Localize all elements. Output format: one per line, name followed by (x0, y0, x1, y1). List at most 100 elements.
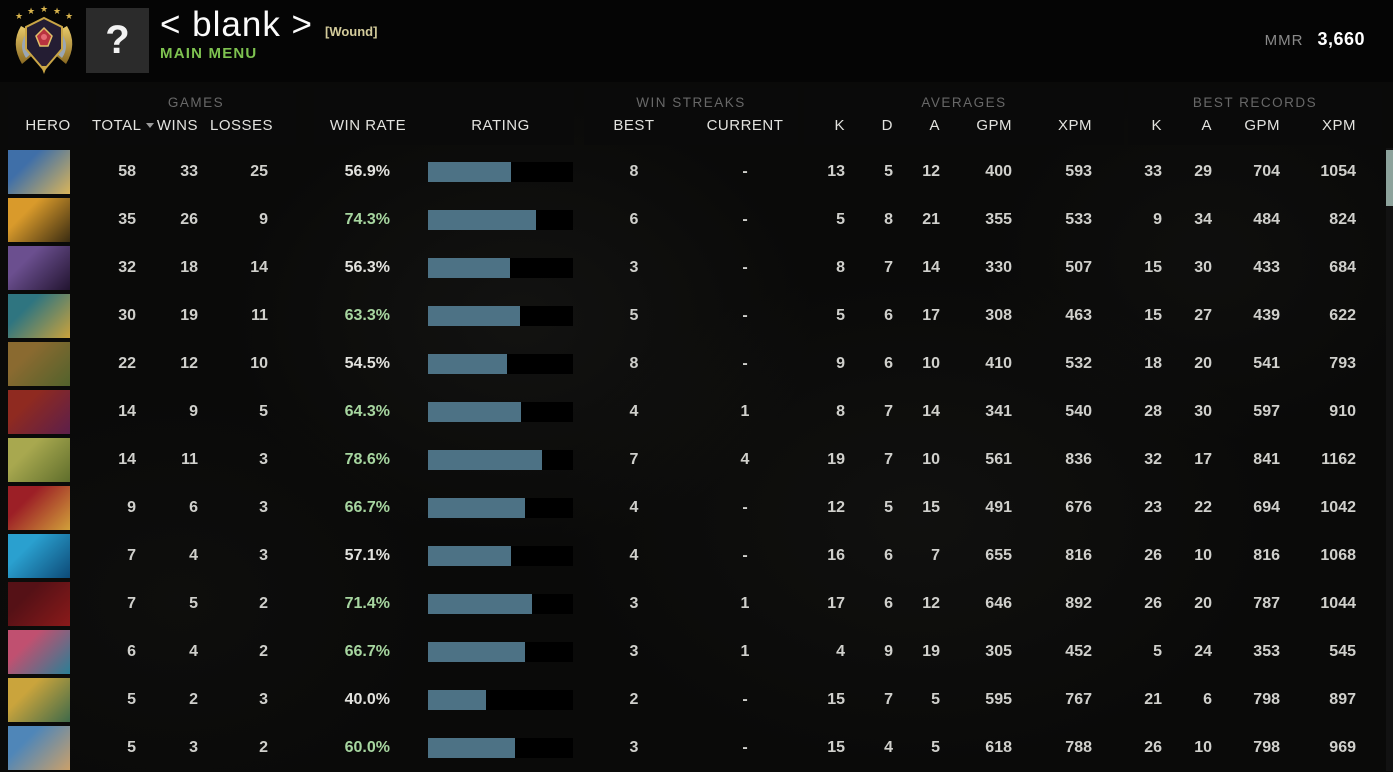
losses-value: 10 (210, 340, 268, 388)
group-label-games: GAMES (96, 95, 296, 110)
hero-portrait[interactable] (8, 438, 70, 482)
hero-portrait[interactable] (8, 390, 70, 434)
scrollbar-thumb[interactable] (1386, 150, 1393, 206)
column-header-avg-gpm[interactable]: GPM (950, 117, 1012, 135)
best-xpm-value: 622 (1286, 292, 1356, 340)
avg-assists-value: 10 (898, 340, 940, 388)
win-rate-value: 66.7% (298, 484, 390, 532)
avg-kills-value: 15 (799, 724, 845, 772)
avg-kills-value: 4 (799, 628, 845, 676)
rating-bar-fill (428, 210, 536, 230)
best-kills-value: 26 (1116, 724, 1162, 772)
rating-bar-fill (428, 546, 511, 566)
rating-bar-fill (428, 498, 525, 518)
rating-bar (428, 498, 573, 518)
rating-bar (428, 546, 573, 566)
avg-xpm-value: 593 (1020, 148, 1092, 196)
mmr-value: 3,660 (1317, 29, 1365, 50)
hero-stats-row[interactable]: 9 6 3 66.7% 4 - 12 5 15 491 676 23 22 69… (0, 484, 1393, 532)
hero-portrait[interactable] (8, 342, 70, 386)
hero-stats-row[interactable]: 6 4 2 66.7% 3 1 4 9 19 305 452 5 24 353 … (0, 628, 1393, 676)
column-header-best-streak[interactable]: BEST (584, 117, 684, 135)
hero-portrait[interactable] (8, 678, 70, 722)
hero-stats-row[interactable]: 30 19 11 63.3% 5 - 5 6 17 308 463 15 27 … (0, 292, 1393, 340)
avg-assists-value: 5 (898, 676, 940, 724)
hero-portrait[interactable] (8, 582, 70, 626)
rating-bar (428, 354, 573, 374)
best-gpm-value: 597 (1216, 388, 1280, 436)
hero-stats-row[interactable]: 5 3 2 60.0% 3 - 15 4 5 618 788 26 10 798… (0, 724, 1393, 772)
scrollbar-track[interactable] (1386, 148, 1393, 771)
avg-deaths-value: 5 (849, 484, 893, 532)
hero-stats-row[interactable]: 32 18 14 56.3% 3 - 8 7 14 330 507 15 30 … (0, 244, 1393, 292)
main-menu-link[interactable]: MAIN MENU (160, 45, 377, 62)
hero-stats-row[interactable]: 5 2 3 40.0% 2 - 15 7 5 595 767 21 6 798 … (0, 676, 1393, 724)
hero-portrait[interactable] (8, 294, 70, 338)
rating-bar (428, 642, 573, 662)
avg-xpm-value: 788 (1020, 724, 1092, 772)
rating-bar-fill (428, 738, 515, 758)
total-games-value: 30 (92, 292, 136, 340)
avg-xpm-value: 836 (1020, 436, 1092, 484)
hero-portrait[interactable] (8, 246, 70, 290)
hero-portrait[interactable] (8, 486, 70, 530)
losses-value: 25 (210, 148, 268, 196)
column-header-wins[interactable]: WINS (150, 117, 198, 135)
avg-gpm-value: 655 (950, 532, 1012, 580)
hero-stats-row[interactable]: 58 33 25 56.9% 8 - 13 5 12 400 593 33 29… (0, 148, 1393, 196)
column-header-rating[interactable]: RATING (428, 117, 573, 135)
column-header-best-xpm[interactable]: XPM (1286, 117, 1356, 135)
hero-stats-row[interactable]: 35 26 9 74.3% 6 - 5 8 21 355 533 9 34 48… (0, 196, 1393, 244)
best-streak-value: 3 (584, 724, 684, 772)
column-header-avg-assists[interactable]: A (898, 117, 940, 135)
current-streak-value: 1 (688, 580, 802, 628)
current-streak-value: - (688, 484, 802, 532)
current-streak-value: - (688, 676, 802, 724)
rating-bar (428, 690, 573, 710)
player-tag: [Wound] (325, 24, 377, 39)
avg-gpm-value: 561 (950, 436, 1012, 484)
hero-portrait[interactable] (8, 150, 70, 194)
hero-portrait[interactable] (8, 534, 70, 578)
current-streak-value: - (688, 292, 802, 340)
best-xpm-value: 1068 (1286, 532, 1356, 580)
column-header-avg-kills[interactable]: K (799, 117, 845, 135)
best-kills-value: 33 (1116, 148, 1162, 196)
top-bar: ★★★ ★★ ? < blank > [Wound] MAIN MENU (0, 0, 1393, 82)
best-kills-value: 28 (1116, 388, 1162, 436)
column-header-avg-xpm[interactable]: XPM (1020, 117, 1092, 135)
avg-gpm-value: 308 (950, 292, 1012, 340)
rating-bar-fill (428, 258, 510, 278)
column-header-total[interactable]: TOTAL (92, 117, 136, 135)
hero-stats-row[interactable]: 22 12 10 54.5% 8 - 9 6 10 410 532 18 20 … (0, 340, 1393, 388)
hero-portrait[interactable] (8, 198, 70, 242)
hero-stats-row[interactable]: 7 4 3 57.1% 4 - 16 6 7 655 816 26 10 816… (0, 532, 1393, 580)
column-header-win-rate[interactable]: WIN RATE (298, 117, 438, 135)
hero-stats-row[interactable]: 14 9 5 64.3% 4 1 8 7 14 341 540 28 30 59… (0, 388, 1393, 436)
avg-kills-value: 5 (799, 196, 845, 244)
best-assists-value: 10 (1166, 724, 1212, 772)
column-header-avg-deaths[interactable]: D (849, 117, 893, 135)
svg-text:★: ★ (53, 7, 61, 17)
total-games-value: 14 (92, 436, 136, 484)
column-header-best-kills[interactable]: K (1116, 117, 1162, 135)
player-avatar[interactable]: ? (86, 8, 149, 73)
rating-bar-fill (428, 162, 511, 182)
column-header-best-gpm[interactable]: GPM (1216, 117, 1280, 135)
win-rate-value: 56.9% (298, 148, 390, 196)
total-games-value: 9 (92, 484, 136, 532)
wins-value: 33 (150, 148, 198, 196)
column-header-current-streak[interactable]: CURRENT (688, 117, 802, 135)
current-streak-value: - (688, 340, 802, 388)
best-assists-value: 27 (1166, 292, 1212, 340)
hero-stats-row[interactable]: 7 5 2 71.4% 3 1 17 6 12 646 892 26 20 78… (0, 580, 1393, 628)
avg-xpm-value: 463 (1020, 292, 1092, 340)
hero-portrait[interactable] (8, 726, 70, 770)
avg-gpm-value: 618 (950, 724, 1012, 772)
hero-stats-row[interactable]: 14 11 3 78.6% 7 4 19 7 10 561 836 32 17 … (0, 436, 1393, 484)
column-header-best-assists[interactable]: A (1166, 117, 1212, 135)
hero-portrait[interactable] (8, 630, 70, 674)
column-header-losses[interactable]: LOSSES (210, 117, 268, 135)
current-streak-value: 4 (688, 436, 802, 484)
